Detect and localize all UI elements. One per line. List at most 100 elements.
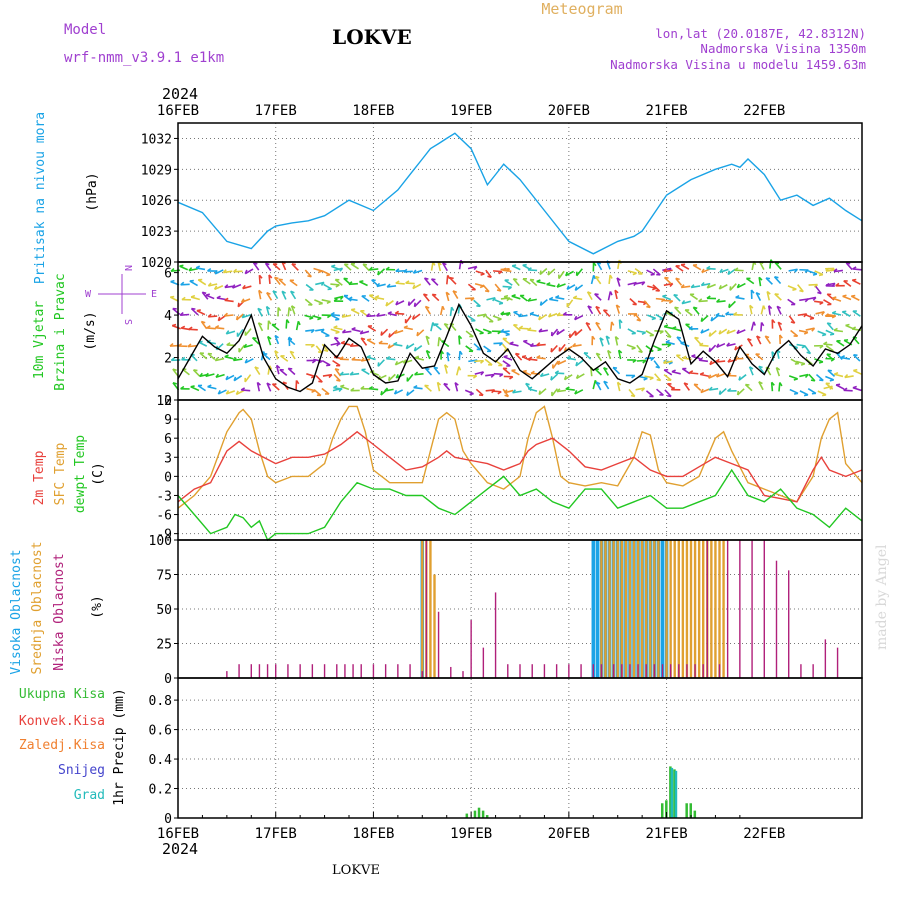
wind-arrow-head bbox=[290, 290, 295, 294]
wind-arrow-head bbox=[641, 331, 646, 335]
grid-layer bbox=[178, 123, 862, 819]
wind-arrow bbox=[206, 327, 216, 330]
wind-arrow bbox=[656, 388, 664, 396]
pressure-unit: (hPa) bbox=[85, 172, 100, 211]
wind-arrow-head bbox=[424, 277, 429, 280]
wind-arrow bbox=[852, 310, 861, 317]
wind-arrow bbox=[287, 338, 296, 346]
wind-arrow bbox=[655, 313, 664, 320]
wind-arrow-head bbox=[333, 385, 338, 389]
wind-arrow bbox=[627, 328, 637, 335]
low-cloud-bar bbox=[287, 664, 289, 678]
wind-arrow-head bbox=[265, 262, 270, 266]
low-cloud-bar bbox=[702, 664, 704, 678]
wind-arrow bbox=[334, 368, 342, 377]
wind-arrow bbox=[701, 282, 711, 287]
wind-arrow-head bbox=[326, 314, 332, 319]
wind-arrow bbox=[536, 356, 546, 360]
wind-arrow bbox=[494, 298, 504, 304]
wind-arrow-head bbox=[529, 311, 535, 315]
wind-arrow bbox=[823, 343, 833, 346]
wind-arrow bbox=[386, 357, 396, 361]
compass-n: N bbox=[122, 265, 133, 271]
low-cloud-bar bbox=[629, 664, 631, 678]
wind-arrow bbox=[833, 329, 844, 333]
wind-arrow bbox=[716, 300, 726, 303]
wind-arrow bbox=[179, 265, 189, 271]
wind-arrow bbox=[789, 388, 799, 395]
wind-arrow-head bbox=[509, 341, 514, 345]
wind-arrow-head bbox=[266, 382, 271, 386]
wind-arrow bbox=[226, 390, 236, 395]
wind-arrow-head bbox=[657, 348, 662, 352]
wind-arrow bbox=[665, 341, 675, 345]
wind-arrow-head bbox=[546, 282, 551, 286]
wind-arrow bbox=[634, 313, 642, 322]
low-cloud-bar bbox=[621, 664, 623, 678]
wind-arrow bbox=[359, 280, 368, 287]
wind-arrow bbox=[646, 269, 655, 276]
wind-arrow bbox=[799, 373, 809, 378]
y-tick-label: 0.2 bbox=[149, 783, 172, 798]
wind-arrow bbox=[636, 359, 646, 362]
wind-arrow-head bbox=[387, 344, 391, 349]
low-cloud-bar bbox=[323, 664, 326, 678]
wind-arrow bbox=[197, 384, 206, 392]
wind-arrow bbox=[514, 352, 523, 361]
wind-arrow bbox=[603, 380, 610, 390]
wind-arrow-head bbox=[503, 294, 509, 298]
wind-arrow bbox=[716, 342, 726, 348]
wind-arrow-head bbox=[818, 361, 824, 364]
wind-arrow bbox=[607, 350, 612, 360]
wind-arrow bbox=[787, 298, 796, 306]
wind-arrow-head bbox=[480, 371, 485, 376]
wind-arrow bbox=[437, 337, 440, 347]
wind-arrow-head bbox=[800, 363, 806, 366]
wind-arrow bbox=[564, 374, 573, 381]
y-tick-label: 1023 bbox=[141, 225, 172, 240]
wind-arrow-head bbox=[793, 378, 798, 381]
wind-arrow-head bbox=[387, 311, 392, 315]
wind-arrow bbox=[734, 344, 743, 351]
mid-cloud-bar bbox=[657, 540, 660, 678]
wind-arrow bbox=[504, 389, 514, 394]
total-precip-bar bbox=[685, 803, 688, 818]
wind-arrow-head bbox=[458, 335, 463, 340]
wind-arrow-head bbox=[727, 387, 732, 392]
wind-arrow-head bbox=[611, 321, 615, 326]
wind-arrow bbox=[265, 306, 270, 316]
wind-arrow bbox=[330, 314, 340, 321]
wind-arrow bbox=[395, 300, 405, 306]
wind-arrow bbox=[395, 360, 404, 366]
high-cloud-bar bbox=[660, 540, 665, 678]
wind-arrow-head bbox=[614, 289, 619, 294]
wind-arrow-head bbox=[595, 321, 600, 325]
wind-arrow-head bbox=[523, 339, 528, 342]
total-precip-bar bbox=[485, 815, 489, 818]
wind-arrow-head bbox=[616, 277, 621, 281]
wind-arrow bbox=[458, 351, 461, 361]
wind-arrow-head bbox=[801, 345, 806, 349]
axis-layer: 102010231026102910320246-9-6-30369120255… bbox=[141, 103, 863, 842]
wind-arrow bbox=[758, 277, 762, 287]
wind-arrow bbox=[808, 373, 816, 382]
wind-arrow bbox=[586, 291, 593, 301]
wind-arrow bbox=[595, 352, 603, 362]
wind-arrow-head bbox=[403, 268, 408, 273]
wind-arrow bbox=[663, 360, 673, 364]
wind-arrow bbox=[190, 308, 199, 316]
wind-arrow-head bbox=[497, 391, 502, 395]
wind-arrow-head bbox=[274, 350, 279, 354]
wind-arrow-head bbox=[217, 316, 221, 321]
wind-arrow bbox=[272, 290, 279, 300]
wind-arrow bbox=[852, 354, 861, 362]
y-tick-label: -3 bbox=[156, 489, 172, 504]
wind-arrow bbox=[737, 388, 745, 396]
wind-arrow-head bbox=[680, 341, 685, 344]
wind-arrow bbox=[217, 314, 227, 322]
wind-arrow bbox=[634, 267, 643, 275]
wind-arrow-head bbox=[282, 381, 288, 385]
wind-arrow-head bbox=[253, 262, 258, 265]
wind-arrow-head bbox=[368, 385, 374, 390]
wind-arrow bbox=[850, 295, 860, 301]
